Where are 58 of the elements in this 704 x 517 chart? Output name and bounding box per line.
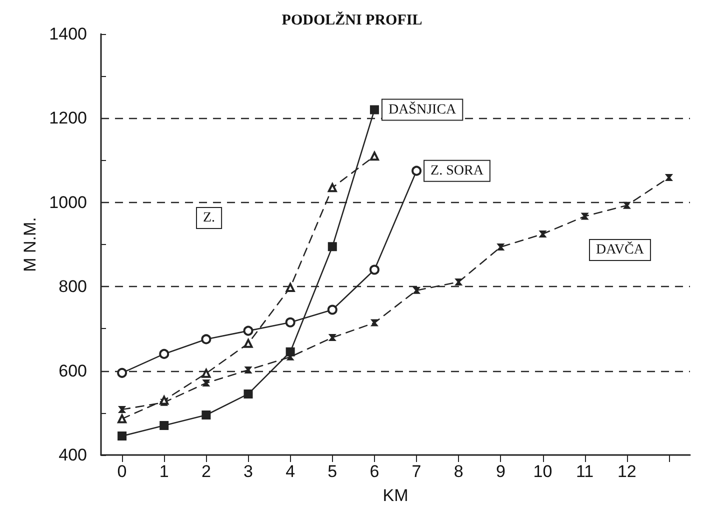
x-tick-label: 6	[370, 462, 380, 481]
y-tick-label: 400	[58, 446, 87, 464]
point	[370, 105, 379, 114]
point	[327, 304, 338, 315]
y-axis-title: M N.M.	[20, 217, 40, 272]
y-tick-label: 1000	[49, 192, 87, 212]
annotation: Z.	[203, 210, 216, 226]
x-tick-label: 9	[496, 462, 506, 481]
point	[118, 406, 126, 414]
y-tick-label: 1400	[49, 24, 87, 44]
annotation: Z. SORA	[430, 163, 484, 178]
point	[244, 366, 252, 374]
x-tick-label: 10	[533, 462, 552, 481]
x-tick-label: 7	[412, 462, 422, 481]
point	[286, 282, 295, 292]
point	[202, 368, 211, 378]
x-axis-title: KM	[382, 486, 408, 505]
annotation: DAŠNJICA	[388, 100, 458, 118]
point	[370, 319, 378, 326]
y-tick-label: 1200	[49, 108, 87, 128]
point	[369, 264, 380, 275]
point	[623, 202, 630, 209]
point	[328, 334, 336, 342]
point	[497, 244, 504, 251]
y-tick-label: 600	[58, 361, 87, 380]
point	[581, 212, 588, 220]
point	[201, 334, 212, 344]
x-tick-label: 5	[328, 462, 338, 481]
point	[160, 396, 169, 405]
chart-title: PODOLŽNI PROFIL	[282, 10, 422, 28]
x-tick-label: 1	[159, 462, 169, 481]
point	[285, 317, 296, 328]
point	[455, 278, 462, 286]
point	[244, 389, 253, 398]
x-tick-label: 0	[117, 462, 127, 481]
x-tick-label: 12	[617, 462, 636, 481]
point	[539, 230, 546, 238]
point	[202, 410, 211, 420]
point	[160, 421, 169, 430]
x-tick-label: 4	[286, 462, 296, 481]
point	[665, 174, 672, 182]
point	[244, 338, 253, 348]
point	[412, 166, 422, 176]
x-tick-label: 11	[576, 462, 594, 481]
annotation: DAVČA	[596, 240, 645, 258]
point	[413, 286, 420, 294]
x-tick-label: 3	[244, 462, 253, 481]
point	[118, 432, 127, 441]
point	[328, 242, 337, 252]
point	[202, 380, 210, 387]
point	[159, 348, 170, 359]
point	[243, 326, 254, 336]
point	[118, 414, 127, 424]
y-tick-label: 800	[58, 277, 87, 296]
point	[117, 368, 128, 378]
point	[286, 347, 295, 356]
x-tick-label: 2	[201, 462, 211, 481]
x-tick-label: 8	[454, 462, 464, 481]
